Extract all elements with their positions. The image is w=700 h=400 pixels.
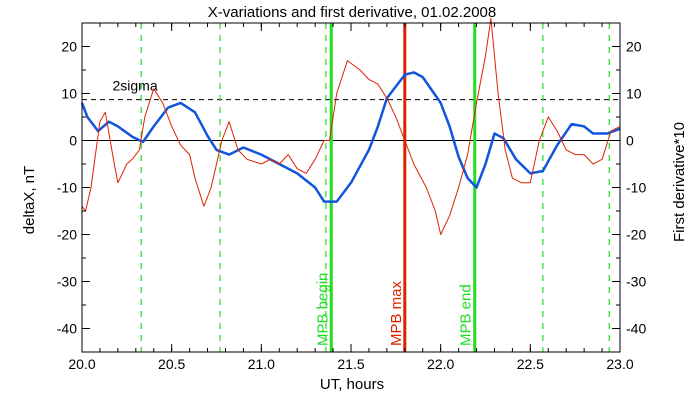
y-tick-label-left: -40 <box>57 321 77 337</box>
y-tick-label-left: 0 <box>69 133 77 149</box>
y-tick-label-left: 10 <box>61 86 77 102</box>
x-tick-label: 23.0 <box>606 356 633 372</box>
y-tick-label-left: -20 <box>57 227 77 243</box>
y-tick-label-left: 20 <box>61 39 77 55</box>
x-tick-label: 21.5 <box>337 356 364 372</box>
chart-title: X-variations and first derivative, 01.02… <box>208 4 497 21</box>
x-tick-label: 22.5 <box>517 356 544 372</box>
plot-area: 2sigma MPB begin MPB max MPB end 20.0 20.5 21.… <box>57 17 646 372</box>
threshold-label: 2sigma <box>112 78 157 94</box>
y-axis-label-right: First derivative*10 <box>671 122 688 242</box>
y-tick-label-right: -10 <box>626 180 646 196</box>
x-tick-label: 20.0 <box>68 356 95 372</box>
deltax-series <box>80 71 621 203</box>
x-axis-label: UT, hours <box>320 376 384 393</box>
plot-frame <box>81 22 621 353</box>
y-tick-label-right: -40 <box>626 321 646 337</box>
y-tick-label-right: 10 <box>626 86 642 102</box>
marker-label: MPB end <box>458 284 475 346</box>
y-tick-label-right: -20 <box>626 227 646 243</box>
marker-label: MPB max <box>388 280 405 346</box>
y-tick-label-left: -10 <box>57 180 77 196</box>
marker-label: MPB begin <box>314 273 331 346</box>
y-axis-label-left: deltaX, nT <box>21 166 38 234</box>
x-tick-label: 21.0 <box>248 356 275 372</box>
y-tick-label-right: -30 <box>626 274 646 290</box>
derivative-series <box>81 17 621 235</box>
y-tick-label-right: 0 <box>626 133 634 149</box>
y-tick-label-right: 20 <box>626 39 642 55</box>
x-tick-label: 22.0 <box>427 356 454 372</box>
x-tick-label: 20.5 <box>158 356 185 372</box>
y-tick-label-left: -30 <box>57 274 77 290</box>
